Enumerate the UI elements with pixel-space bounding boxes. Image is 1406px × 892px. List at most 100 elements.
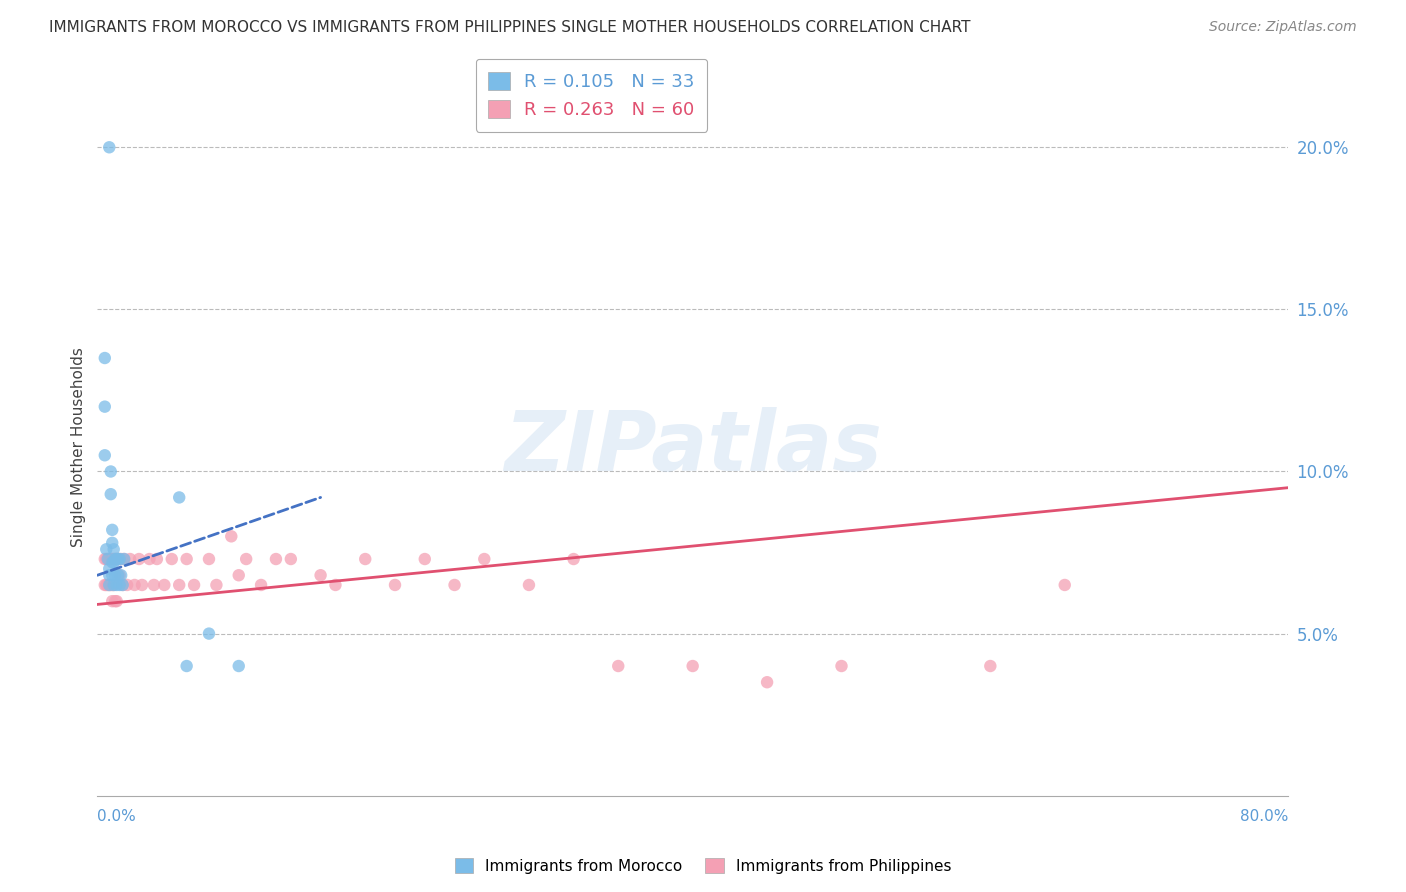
Point — [354, 552, 377, 566]
Point — [98, 140, 121, 154]
Point — [160, 552, 183, 566]
Point — [103, 555, 125, 569]
Point — [103, 552, 125, 566]
Point — [235, 552, 257, 566]
Point — [100, 487, 122, 501]
Point — [94, 552, 117, 566]
Point — [228, 568, 250, 582]
Point — [107, 552, 129, 566]
Point — [124, 578, 146, 592]
Point — [94, 448, 117, 462]
Point — [101, 536, 124, 550]
Point — [153, 578, 176, 592]
Point — [146, 552, 169, 566]
Point — [115, 578, 138, 592]
Point — [97, 552, 120, 566]
Point — [682, 659, 704, 673]
Point — [264, 552, 287, 566]
Y-axis label: Single Mother Households: Single Mother Households — [72, 347, 86, 547]
Point — [112, 552, 135, 566]
Point — [101, 594, 124, 608]
Point — [756, 675, 779, 690]
Point — [96, 578, 118, 592]
Point — [979, 659, 1001, 673]
Point — [131, 578, 153, 592]
Point — [94, 578, 117, 592]
Point — [103, 578, 125, 592]
Point — [98, 578, 121, 592]
Point — [105, 552, 128, 566]
Point — [167, 578, 190, 592]
Point — [198, 626, 221, 640]
Point — [120, 552, 142, 566]
Point — [101, 555, 124, 569]
Point — [101, 578, 124, 592]
Point — [101, 523, 124, 537]
Point — [128, 552, 150, 566]
Point — [104, 552, 127, 566]
Point — [100, 552, 122, 566]
Point — [176, 552, 198, 566]
Point — [384, 578, 406, 592]
Text: 0.0%: 0.0% — [97, 809, 136, 823]
Point — [97, 578, 120, 592]
Point — [98, 578, 121, 592]
Point — [472, 552, 495, 566]
Point — [111, 578, 134, 592]
Point — [176, 659, 198, 673]
Text: Source: ZipAtlas.com: Source: ZipAtlas.com — [1209, 20, 1357, 34]
Point — [108, 568, 131, 582]
Point — [250, 578, 273, 592]
Point — [107, 568, 129, 582]
Point — [142, 578, 165, 592]
Point — [221, 529, 243, 543]
Text: IMMIGRANTS FROM MOROCCO VS IMMIGRANTS FROM PHILIPPINES SINGLE MOTHER HOUSEHOLDS : IMMIGRANTS FROM MOROCCO VS IMMIGRANTS FR… — [49, 20, 970, 35]
Point — [443, 578, 465, 592]
Point — [104, 568, 127, 582]
Point — [183, 578, 205, 592]
Point — [101, 568, 124, 582]
Point — [103, 578, 125, 592]
Point — [112, 552, 135, 566]
Point — [97, 552, 120, 566]
Point — [205, 578, 228, 592]
Point — [110, 568, 132, 582]
Point — [309, 568, 332, 582]
Point — [94, 351, 117, 365]
Legend: Immigrants from Morocco, Immigrants from Philippines: Immigrants from Morocco, Immigrants from… — [449, 852, 957, 880]
Point — [105, 578, 128, 592]
Point — [111, 578, 134, 592]
Point — [110, 552, 132, 566]
Point — [108, 552, 131, 566]
Point — [607, 659, 630, 673]
Point — [94, 400, 117, 414]
Point — [100, 578, 122, 592]
Point — [96, 542, 118, 557]
Point — [98, 568, 121, 582]
Point — [104, 594, 127, 608]
Point — [325, 578, 347, 592]
Point — [105, 594, 128, 608]
Point — [562, 552, 585, 566]
Point — [105, 552, 128, 566]
Text: ZIPatlas: ZIPatlas — [503, 407, 882, 488]
Point — [107, 552, 129, 566]
Point — [167, 491, 190, 505]
Point — [831, 659, 853, 673]
Point — [104, 552, 127, 566]
Point — [103, 542, 125, 557]
Point — [101, 552, 124, 566]
Point — [100, 465, 122, 479]
Point — [1053, 578, 1076, 592]
Point — [98, 552, 121, 566]
Point — [517, 578, 540, 592]
Point — [98, 562, 121, 576]
Legend: R = 0.105   N = 33, R = 0.263   N = 60: R = 0.105 N = 33, R = 0.263 N = 60 — [475, 59, 707, 132]
Point — [138, 552, 160, 566]
Point — [96, 552, 118, 566]
Point — [413, 552, 436, 566]
Point — [108, 578, 131, 592]
Text: 80.0%: 80.0% — [1240, 809, 1288, 823]
Point — [280, 552, 302, 566]
Point — [228, 659, 250, 673]
